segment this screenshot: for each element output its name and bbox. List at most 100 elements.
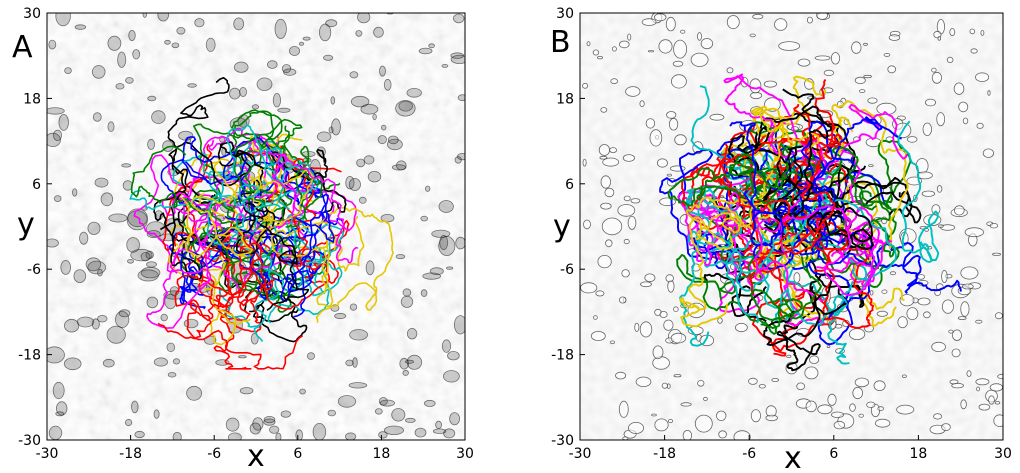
contour-island (951, 348, 961, 358)
trajectory-line (659, 148, 746, 285)
contour-island (647, 50, 655, 53)
contour-island (602, 157, 620, 167)
x-tick-label: -30 (569, 446, 592, 462)
contour-island (153, 357, 168, 367)
y-tick-label: 18 (23, 91, 41, 107)
contour-island (357, 13, 371, 24)
contour-island (951, 382, 964, 389)
contour-island (107, 121, 115, 132)
contour-island (140, 252, 151, 262)
contour-island (680, 29, 686, 34)
contour-island (593, 315, 598, 320)
contour-island (615, 371, 627, 380)
contour-island (47, 107, 65, 115)
contour-island (958, 101, 969, 113)
contour-island (171, 42, 180, 49)
trajectory-line (751, 199, 822, 256)
contour-island (641, 18, 657, 26)
contour-island (896, 404, 915, 415)
contour-island (147, 95, 157, 102)
contour-island (450, 54, 465, 64)
contour-island (652, 345, 664, 360)
y-tick-label: 18 (556, 91, 574, 107)
contour-island (187, 83, 197, 88)
contour-island (874, 418, 891, 428)
contour-island (848, 328, 866, 341)
contour-island (428, 43, 435, 49)
contour-island (281, 64, 292, 74)
contour-island (814, 55, 831, 61)
contour-island (406, 88, 422, 98)
contour-island (922, 122, 933, 137)
panel-label-a: A (12, 30, 33, 65)
contour-island (618, 296, 627, 304)
contour-island (949, 28, 956, 37)
contour-island (623, 238, 630, 245)
contour-island (749, 33, 756, 38)
contour-island (618, 400, 629, 418)
contour-island (134, 430, 145, 439)
contour-island (387, 135, 399, 145)
contour-island (599, 155, 608, 160)
y-tick-label: -6 (560, 262, 574, 278)
contour-island (889, 271, 897, 276)
contour-island (132, 49, 141, 60)
trajectory-line (798, 155, 837, 256)
y-tick-label: 6 (32, 177, 41, 193)
contour-island (327, 409, 336, 417)
contour-island (964, 227, 984, 238)
contour-island (97, 268, 103, 277)
contour-island (166, 342, 176, 353)
contour-island (381, 124, 387, 131)
contour-island (47, 238, 59, 248)
contour-island (58, 114, 69, 131)
contour-island (994, 401, 1001, 405)
trajectory-line (130, 145, 234, 225)
contour-island (748, 377, 758, 385)
contour-island (194, 18, 205, 28)
contour-island (639, 321, 653, 338)
contour-island (164, 39, 171, 45)
contour-island (348, 382, 368, 389)
contour-island (883, 53, 891, 57)
contour-island (414, 427, 427, 438)
contour-island (630, 198, 641, 204)
contour-island (969, 28, 976, 35)
tick-layer-a: -30 -18 -6 6 18 30 -30 -18 -6 6 18 30 (18, 6, 474, 462)
contour-island (680, 402, 692, 407)
contour-island (380, 213, 395, 223)
contour-island (992, 252, 1002, 256)
trajectory-line (816, 227, 876, 288)
trajectory-line (685, 196, 775, 261)
contour-island (899, 294, 915, 307)
contour-island (322, 54, 334, 61)
contour-island (85, 257, 102, 272)
contour-island (611, 46, 617, 52)
contour-island (601, 217, 623, 236)
trajectory-layer-b (659, 73, 962, 372)
contour-island (863, 42, 868, 46)
contour-island (299, 388, 306, 395)
contour-island (406, 328, 418, 340)
contour-island (628, 421, 645, 434)
trajectory-line (206, 183, 282, 246)
contour-island (917, 297, 931, 306)
contour-island (377, 135, 387, 145)
contour-island (79, 231, 89, 245)
contour-island (851, 41, 862, 54)
trajectory-line (281, 145, 310, 178)
contour-island (888, 34, 901, 41)
contour-island (334, 312, 347, 320)
contour-island (622, 436, 629, 440)
contour-island (249, 422, 262, 435)
x-axis-label-a: x (247, 439, 265, 473)
contour-island (749, 78, 762, 94)
contour-island (263, 418, 276, 426)
contour-island (432, 428, 447, 434)
contour-island (941, 423, 951, 432)
contour-island (621, 269, 630, 278)
contour-island (582, 82, 589, 89)
contour-island (941, 299, 954, 314)
trajectory-plot-a: -30 -18 -6 6 18 30 -30 -18 -6 6 18 30 A y x (12, 6, 474, 473)
contour-island (63, 357, 82, 371)
